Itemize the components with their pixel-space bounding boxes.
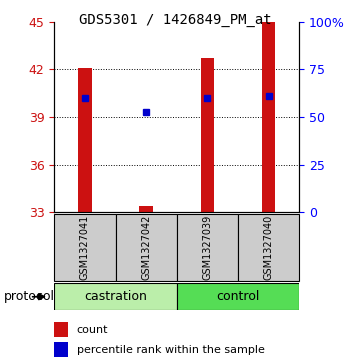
Text: GSM1327042: GSM1327042	[141, 215, 151, 281]
Bar	[54, 283, 177, 310]
Bar	[262, 22, 275, 212]
Text: GSM1327040: GSM1327040	[264, 215, 274, 280]
Bar	[54, 342, 68, 357]
Bar	[54, 214, 116, 281]
Text: GDS5301 / 1426849_PM_at: GDS5301 / 1426849_PM_at	[79, 13, 271, 27]
Text: protocol: protocol	[4, 290, 55, 303]
Bar	[78, 68, 92, 212]
Bar	[116, 214, 177, 281]
Text: control: control	[216, 290, 260, 303]
Bar	[201, 58, 214, 212]
Text: GSM1327041: GSM1327041	[80, 215, 90, 280]
Bar	[139, 206, 153, 212]
Bar	[177, 214, 238, 281]
Text: percentile rank within the sample: percentile rank within the sample	[77, 345, 265, 355]
Text: count: count	[77, 325, 108, 335]
Bar	[238, 214, 299, 281]
Text: castration: castration	[84, 290, 147, 303]
Bar	[54, 322, 68, 338]
Bar	[177, 283, 299, 310]
Text: GSM1327039: GSM1327039	[202, 215, 212, 280]
